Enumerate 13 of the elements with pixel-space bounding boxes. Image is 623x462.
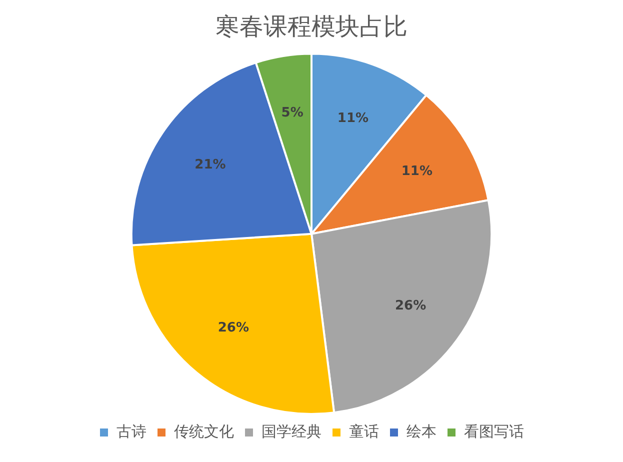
legend-label: 童话 (349, 422, 379, 440)
data-label: 11% (337, 111, 369, 126)
legend-label: 传统文化 (174, 422, 234, 440)
data-label: 11% (401, 164, 432, 179)
legend-label: 绘本 (406, 422, 436, 440)
data-label: 5% (281, 105, 304, 120)
data-label: 26% (395, 298, 426, 314)
data-label: 21% (194, 157, 226, 172)
chart-title: 寒春课程模块占比 (216, 12, 408, 41)
data-label: 26% (218, 320, 249, 336)
legend-label: 古诗 (116, 422, 146, 440)
legend-label: 看图写话 (464, 422, 524, 440)
legend-label: 国学经典 (262, 422, 322, 440)
